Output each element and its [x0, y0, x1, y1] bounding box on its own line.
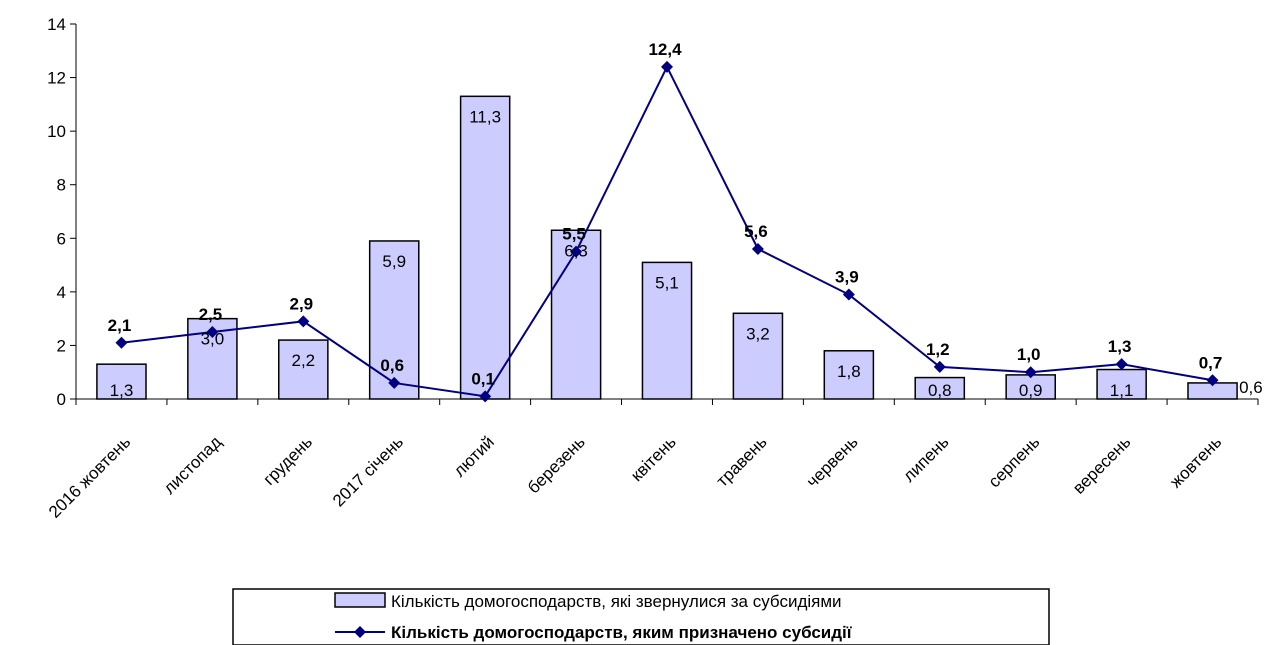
line-data-label: 1,2 [926, 340, 950, 359]
bar-data-label: 1,8 [837, 362, 861, 381]
line-data-label: 5,6 [744, 222, 768, 241]
line-point-marker [842, 288, 855, 301]
line-data-label: 5,5 [562, 225, 586, 244]
legend-line-label: Кількість домогосподарств, яким призначе… [391, 623, 853, 642]
x-category-label: 2017 січень [329, 432, 407, 510]
bar-data-label: 2,2 [291, 351, 315, 370]
bar [732, 312, 784, 400]
x-category-label: травень [713, 432, 771, 490]
line-point-marker [933, 360, 946, 373]
bar [459, 95, 511, 400]
y-tick-label: 10 [47, 122, 66, 141]
bar [1096, 368, 1147, 400]
bar [1005, 374, 1056, 400]
legend-bar-swatch [334, 592, 386, 608]
line-point-marker [1206, 374, 1219, 387]
line-data-label: 1,0 [1017, 345, 1041, 364]
x-category-label: липень [899, 432, 952, 485]
x-category-label: лютий [450, 432, 498, 480]
line-point-marker [661, 60, 673, 73]
line-data-label: 2,1 [108, 316, 132, 335]
line-data-label: 0,1 [471, 369, 495, 388]
y-tick-label: 0 [57, 390, 66, 409]
bar-data-label: 1,1 [1110, 381, 1134, 400]
legend-line-marker [354, 626, 366, 638]
line-data-label: 0,6 [380, 356, 404, 375]
bar-data-label: 0,6 [1239, 378, 1263, 397]
bar-data-label: 0,9 [1019, 381, 1043, 400]
legend-bar-label: Кількість домогосподарств, які звернулис… [391, 592, 842, 611]
data-labels: 1,3 3,0 2,2 5,9 11,3 6,3 5,1 3,2 1,8 0,8 0,9 1,1 0,6… [108, 40, 1263, 400]
bar-data-label: 0,8 [928, 381, 952, 400]
line-point-marker [570, 245, 583, 258]
x-category-label: листопад [160, 432, 225, 497]
bar [278, 339, 329, 400]
bar [914, 376, 966, 400]
line-point-marker [1024, 366, 1037, 379]
x-category-label: вересень [1069, 432, 1134, 497]
line-point-marker [388, 376, 401, 389]
x-category-label: березень [524, 432, 589, 497]
bar-data-label: 3,0 [201, 330, 225, 349]
bar-data-label: 5,9 [382, 252, 406, 271]
line-data-label: 2,5 [199, 305, 223, 324]
x-category-label: 2016 жовтень [45, 432, 134, 521]
line-point-marker [297, 315, 310, 328]
line-point-marker [751, 243, 764, 255]
line-point-marker [115, 336, 128, 349]
bar-data-label: 5,1 [655, 273, 679, 292]
y-tick-label: 14 [47, 15, 66, 34]
line-point-marker [206, 326, 219, 339]
line-point-marker [479, 390, 492, 403]
y-tick-label: 4 [57, 283, 66, 302]
x-category-label: червень [803, 432, 862, 491]
x-category-label: грудень [260, 432, 317, 489]
bar [550, 229, 602, 400]
line-data-label: 2,9 [289, 294, 313, 313]
line-point-marker [1115, 358, 1128, 371]
y-tick-label: 12 [47, 69, 66, 88]
x-category-label: серпень [985, 432, 1044, 491]
x-category-label: жовтень [1166, 432, 1225, 491]
y-tick-label: 6 [57, 229, 66, 248]
line-series [115, 60, 1219, 403]
bar-data-label: 6,3 [564, 241, 588, 260]
line-data-label: 12,4 [648, 40, 682, 59]
bar [96, 363, 147, 400]
x-category-label: квітень [627, 432, 680, 485]
bar-data-label: 1,3 [110, 381, 134, 400]
bar [641, 261, 693, 400]
line-data-label: 3,9 [835, 268, 859, 287]
y-tick-label: 8 [57, 176, 66, 195]
bar [823, 350, 875, 400]
bar-data-label: 11,3 [469, 107, 501, 126]
line-data-label: 1,3 [1108, 337, 1132, 356]
y-tick-label: 2 [57, 336, 66, 355]
bar-series [96, 95, 1238, 400]
legend: Кількість домогосподарств, які звернулис… [232, 588, 1050, 645]
line-data-label: 0,7 [1199, 353, 1223, 372]
bar-data-label: 3,2 [746, 324, 770, 343]
